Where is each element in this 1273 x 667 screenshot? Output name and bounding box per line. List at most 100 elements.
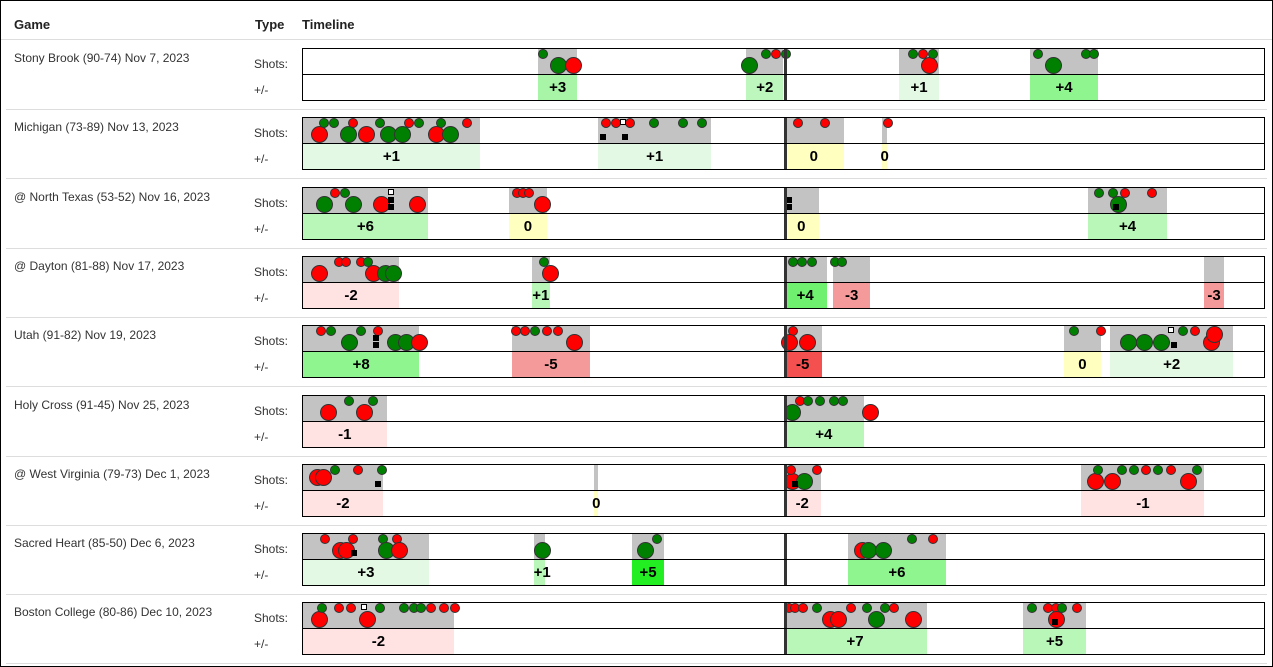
made-shot-marker[interactable] (328, 118, 339, 129)
made-shot-marker[interactable] (316, 195, 334, 213)
missed-shot-marker[interactable] (310, 611, 328, 629)
plus-minus-segment[interactable]: +4 (783, 282, 827, 308)
made-shot-marker[interactable] (1152, 464, 1163, 475)
plus-minus-segment[interactable]: +4 (783, 421, 865, 447)
made-shot-marker[interactable] (806, 256, 817, 267)
made-shot-marker[interactable] (1119, 334, 1137, 352)
missed-shot-marker[interactable] (333, 603, 344, 614)
missed-shot-marker[interactable] (786, 464, 797, 475)
game-row[interactable]: Utah (91-82) Nov 19, 2023 Shots: +/- +8 -5 -5… (6, 317, 1267, 388)
plus-minus-segment[interactable]: -3 (833, 282, 870, 308)
made-shot-marker[interactable] (1092, 464, 1103, 475)
made-shot-marker[interactable] (413, 118, 424, 129)
made-shot-marker[interactable] (795, 472, 813, 490)
missed-shot-marker[interactable] (600, 118, 611, 129)
made-shot-marker[interactable] (815, 395, 826, 406)
missed-shot-marker[interactable] (391, 542, 409, 560)
plus-minus-segment[interactable]: 0 (783, 144, 845, 170)
missed-shot-marker[interactable] (408, 195, 426, 213)
made-shot-marker[interactable] (1129, 464, 1140, 475)
plus-minus-segment[interactable]: +1 (598, 144, 712, 170)
plus-minus-segment[interactable]: +4 (1088, 213, 1167, 239)
plus-minus-segment[interactable]: 0 (592, 490, 601, 516)
plus-minus-segment[interactable]: +5 (631, 560, 665, 586)
made-shot-marker[interactable] (339, 126, 357, 144)
plus-minus-segment[interactable]: +2 (1110, 352, 1234, 378)
missed-shot-marker[interactable] (565, 57, 583, 74)
plus-minus-segment[interactable]: -2 (303, 629, 454, 655)
made-shot-marker[interactable] (677, 118, 688, 129)
missed-shot-marker[interactable] (520, 326, 531, 337)
missed-shot-marker[interactable] (355, 403, 373, 421)
missed-shot-marker[interactable] (329, 187, 340, 198)
made-shot-marker[interactable] (538, 49, 549, 59)
made-shot-marker[interactable] (837, 256, 848, 267)
game-row[interactable]: @ Dayton (81-88) Nov 17, 2023 Shots: +/- -2… (6, 248, 1267, 318)
missed-shot-marker[interactable] (820, 118, 831, 129)
made-shot-marker[interactable] (326, 326, 337, 337)
made-shot-marker[interactable] (1044, 57, 1062, 74)
missed-shot-marker[interactable] (1165, 464, 1176, 475)
plus-minus-segment[interactable]: +1 (531, 282, 550, 308)
missed-shot-marker[interactable] (533, 195, 551, 213)
made-shot-marker[interactable] (1191, 464, 1202, 475)
missed-shot-marker[interactable] (812, 464, 823, 475)
missed-shot-marker[interactable] (862, 403, 880, 421)
missed-shot-marker[interactable] (310, 126, 328, 144)
made-shot-marker[interactable] (368, 395, 379, 406)
missed-shot-marker[interactable] (461, 118, 472, 129)
plus-minus-segment[interactable]: +6 (847, 560, 946, 586)
missed-shot-marker[interactable] (793, 118, 804, 129)
made-shot-marker[interactable] (533, 542, 551, 560)
missed-shot-marker[interactable] (1190, 326, 1200, 337)
plus-minus-segment[interactable]: +7 (783, 629, 927, 655)
made-shot-marker[interactable] (1116, 464, 1127, 475)
made-shot-marker[interactable] (1178, 326, 1189, 337)
missed-shot-marker[interactable] (552, 326, 563, 337)
made-shot-marker[interactable] (637, 542, 655, 560)
made-shot-marker[interactable] (317, 603, 328, 614)
game-row[interactable]: @ North Texas (53-52) Nov 16, 2023 Shots:… (6, 179, 1267, 249)
missed-shot-marker[interactable] (316, 326, 327, 337)
made-shot-marker[interactable] (345, 195, 363, 213)
made-shot-marker[interactable] (1153, 334, 1171, 352)
missed-shot-marker[interactable] (348, 118, 359, 129)
made-shot-marker[interactable] (375, 118, 386, 129)
made-shot-marker[interactable] (812, 603, 823, 614)
made-shot-marker[interactable] (376, 464, 387, 475)
made-shot-marker[interactable] (1068, 326, 1079, 337)
made-shot-marker[interactable] (1026, 603, 1037, 614)
made-shot-marker[interactable] (355, 326, 366, 337)
missed-shot-marker[interactable] (566, 334, 584, 352)
missed-shot-marker[interactable] (426, 603, 436, 614)
plus-minus-segment[interactable]: -5 (783, 352, 822, 378)
game-row[interactable]: Stony Brook (90-74) Nov 7, 2023 Shots: +/-… (6, 40, 1267, 110)
plus-minus-segment[interactable]: 0 (880, 144, 889, 170)
made-shot-marker[interactable] (651, 534, 662, 545)
missed-shot-marker[interactable] (1071, 603, 1082, 614)
plus-minus-segment[interactable]: -1 (303, 421, 387, 447)
missed-shot-marker[interactable] (1180, 472, 1198, 490)
missed-shot-marker[interactable] (1103, 472, 1121, 490)
made-shot-marker[interactable] (1093, 187, 1104, 198)
plus-minus-segment[interactable]: 0 (1064, 352, 1101, 378)
made-shot-marker[interactable] (802, 395, 813, 406)
made-shot-marker[interactable] (868, 611, 886, 629)
missed-shot-marker[interactable] (314, 468, 332, 486)
plus-minus-segment[interactable]: +2 (746, 75, 784, 100)
plus-minus-segment[interactable]: +1 (303, 144, 480, 170)
plus-minus-segment[interactable]: +3 (538, 75, 577, 100)
missed-shot-marker[interactable] (1146, 187, 1157, 198)
missed-shot-marker[interactable] (510, 326, 521, 337)
made-shot-marker[interactable] (828, 395, 839, 406)
missed-shot-marker[interactable] (889, 603, 900, 614)
missed-shot-marker[interactable] (1119, 187, 1130, 198)
made-shot-marker[interactable] (341, 334, 359, 352)
made-shot-marker[interactable] (874, 542, 892, 560)
missed-shot-marker[interactable] (920, 57, 938, 74)
plus-minus-segment[interactable]: +1 (898, 75, 940, 100)
missed-shot-marker[interactable] (348, 534, 359, 545)
made-shot-marker[interactable] (319, 118, 330, 129)
plus-minus-segment[interactable]: +6 (303, 213, 428, 239)
plus-minus-segment[interactable]: +3 (303, 560, 429, 586)
